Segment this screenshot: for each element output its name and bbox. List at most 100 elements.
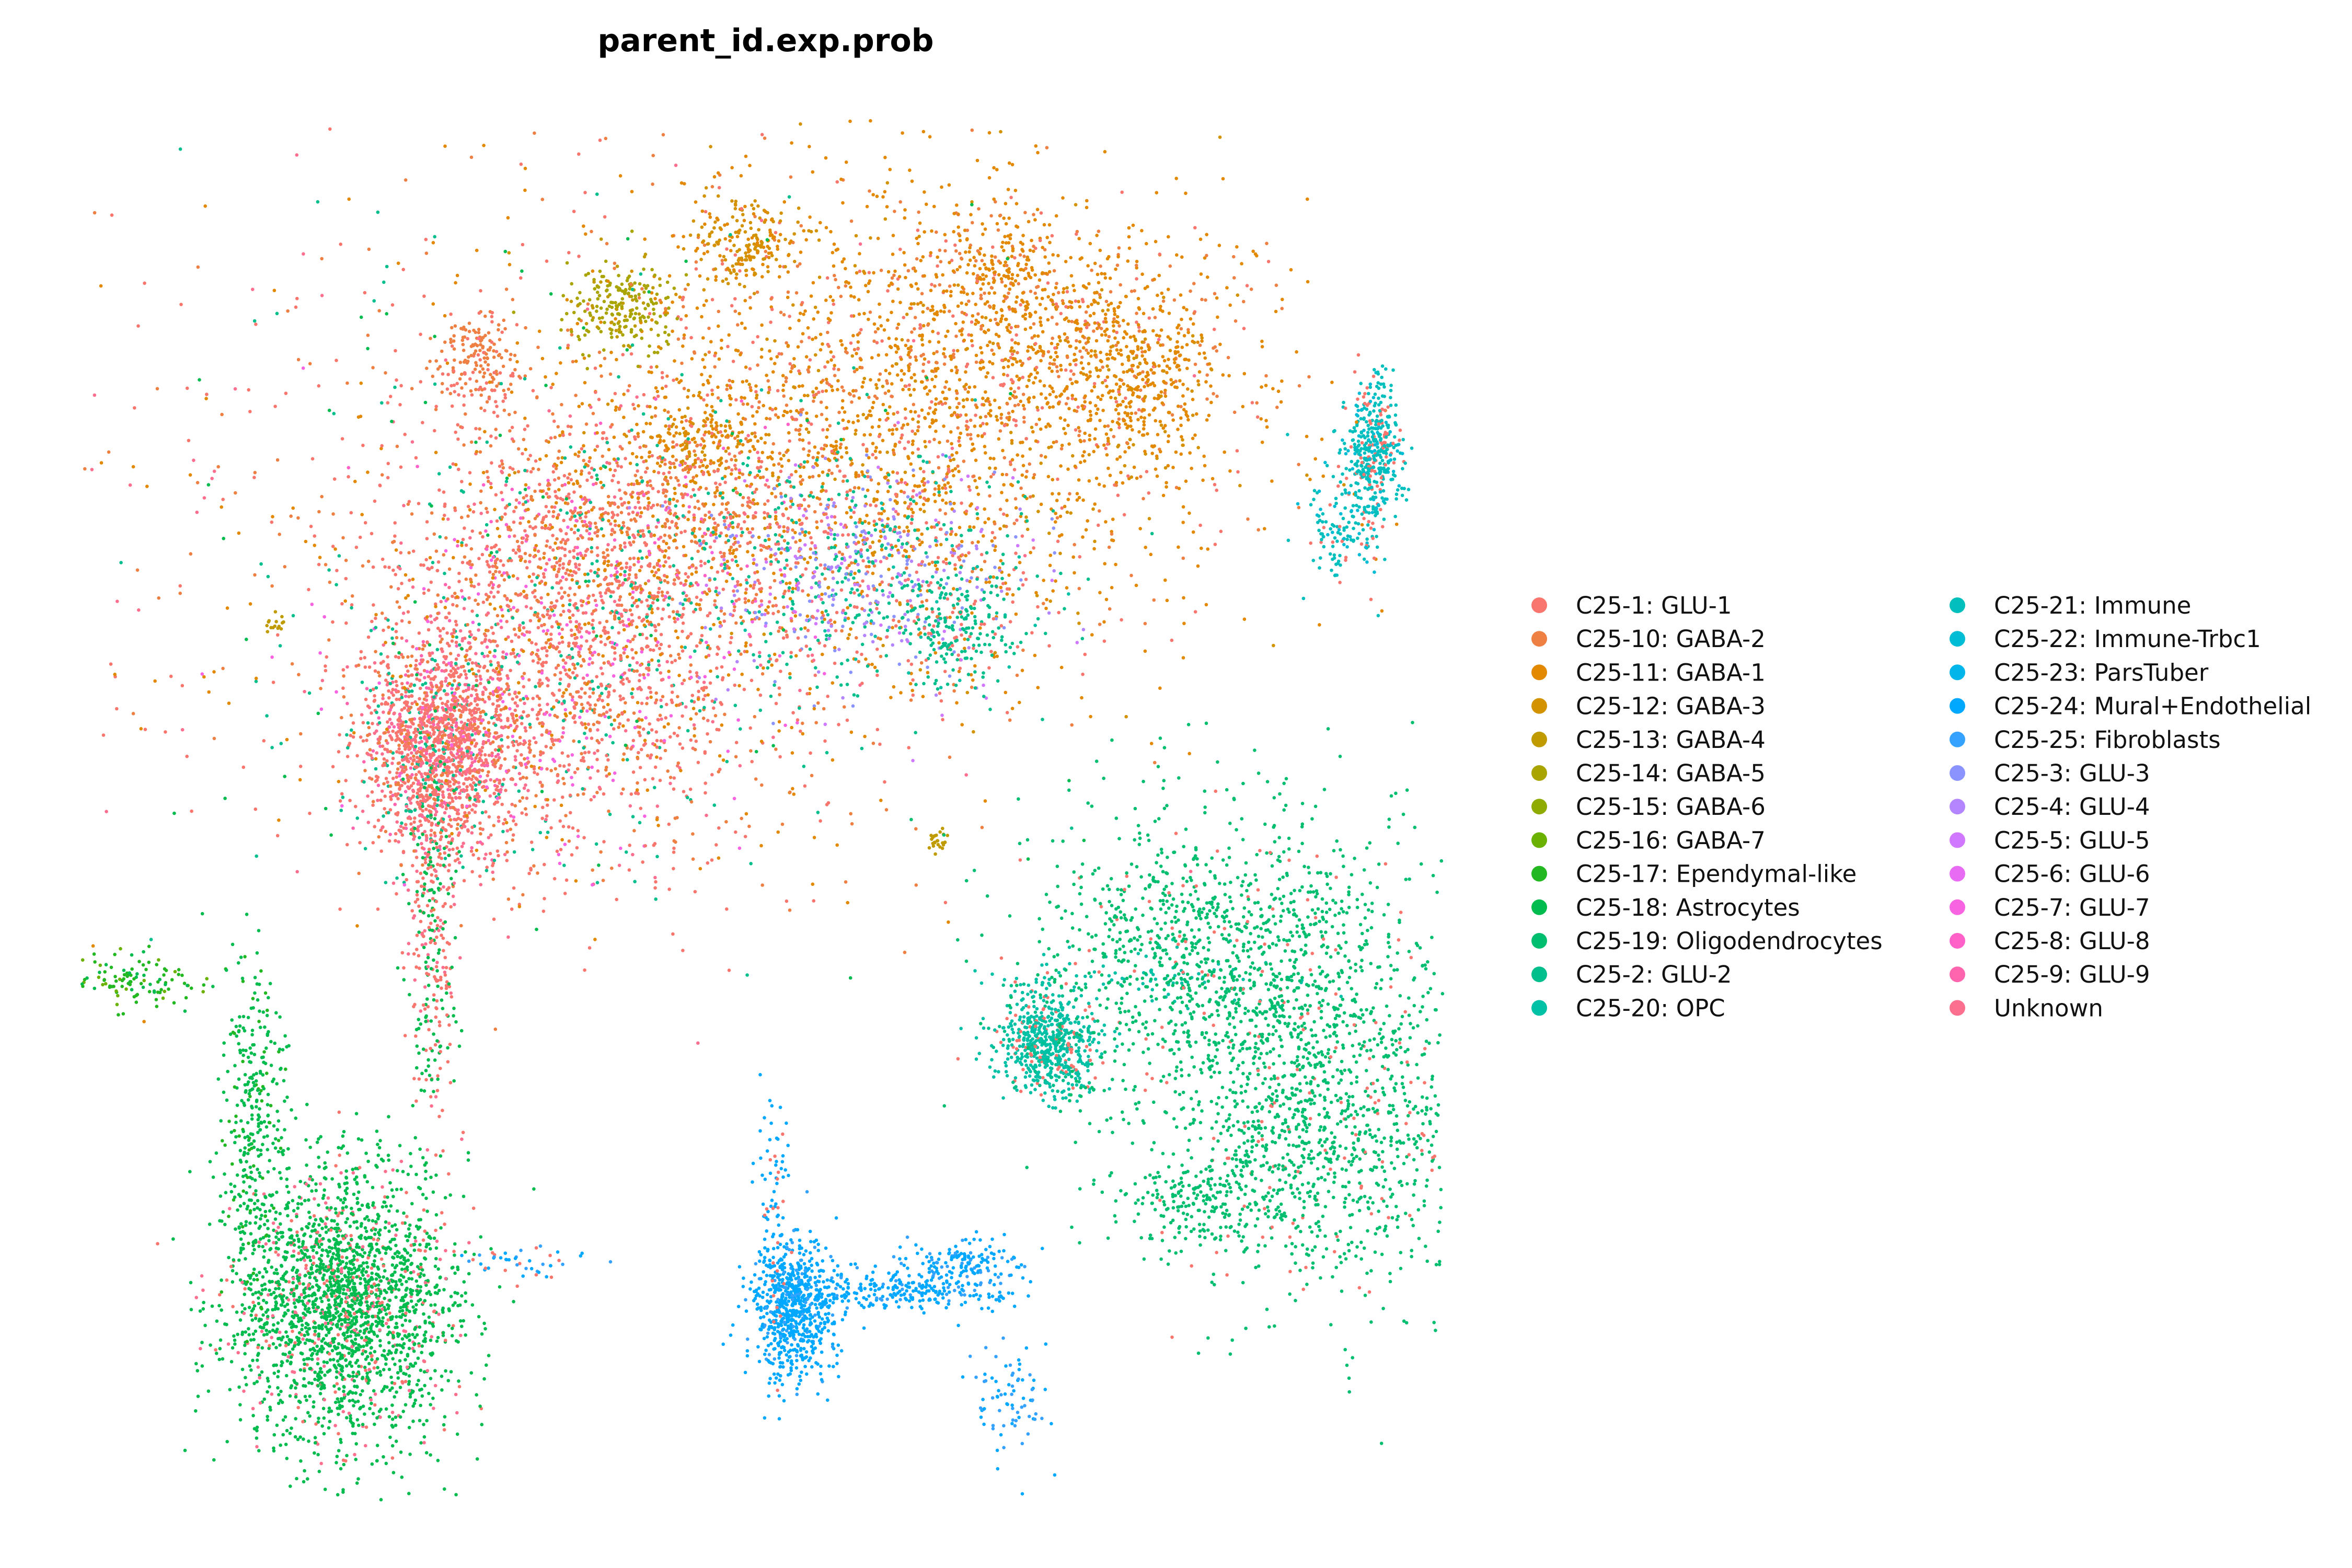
data-point bbox=[1120, 362, 1124, 366]
data-point bbox=[1019, 399, 1023, 403]
data-point bbox=[900, 378, 904, 382]
data-point bbox=[999, 585, 1003, 590]
data-point bbox=[962, 338, 966, 342]
data-point bbox=[987, 282, 990, 285]
data-point bbox=[1128, 437, 1132, 442]
data-point bbox=[964, 554, 967, 558]
data-point bbox=[1059, 368, 1063, 372]
data-point bbox=[886, 270, 891, 274]
data-point bbox=[699, 396, 703, 400]
data-point bbox=[1011, 409, 1014, 413]
data-point bbox=[995, 418, 999, 422]
data-point bbox=[1181, 443, 1184, 447]
data-point bbox=[603, 356, 607, 361]
data-point bbox=[788, 315, 791, 318]
data-point bbox=[505, 829, 510, 833]
data-point bbox=[764, 218, 767, 222]
data-point bbox=[621, 333, 625, 337]
data-point bbox=[446, 641, 449, 645]
data-point bbox=[489, 373, 492, 376]
points-layer bbox=[80, 119, 1445, 1502]
data-point bbox=[933, 312, 937, 316]
data-point bbox=[929, 251, 933, 255]
data-point bbox=[841, 418, 845, 422]
data-point bbox=[461, 342, 465, 347]
data-point bbox=[710, 298, 714, 302]
data-point bbox=[991, 267, 995, 271]
data-point bbox=[1207, 413, 1211, 418]
data-point bbox=[1143, 649, 1147, 653]
data-point bbox=[1093, 539, 1097, 544]
data-point bbox=[1051, 405, 1055, 409]
data-point bbox=[642, 284, 647, 287]
data-point bbox=[1204, 380, 1208, 384]
data-point bbox=[1113, 374, 1116, 378]
data-point bbox=[1032, 322, 1036, 326]
data-point bbox=[1279, 400, 1283, 404]
data-point bbox=[954, 335, 958, 338]
data-point bbox=[969, 433, 973, 436]
data-point bbox=[1082, 450, 1086, 454]
data-point bbox=[620, 297, 625, 301]
data-point bbox=[1205, 373, 1209, 377]
data-point bbox=[882, 509, 886, 513]
data-point bbox=[1151, 361, 1156, 365]
data-point bbox=[747, 243, 751, 247]
data-point bbox=[455, 752, 459, 756]
data-point bbox=[740, 224, 744, 228]
data-point bbox=[718, 226, 722, 230]
data-point bbox=[1093, 427, 1098, 431]
data-point bbox=[1190, 389, 1194, 393]
data-point bbox=[771, 236, 775, 240]
data-point bbox=[467, 596, 471, 600]
data-point bbox=[597, 316, 602, 320]
data-point bbox=[938, 508, 942, 512]
data-point bbox=[707, 326, 711, 330]
data-point bbox=[808, 145, 811, 148]
data-point bbox=[955, 397, 959, 400]
data-point bbox=[910, 429, 914, 433]
data-point bbox=[654, 386, 658, 390]
data-point bbox=[856, 419, 860, 423]
data-point bbox=[955, 371, 959, 375]
data-point bbox=[766, 611, 770, 615]
data-point bbox=[869, 378, 872, 382]
data-point bbox=[1100, 288, 1104, 292]
data-point bbox=[760, 323, 764, 327]
data-point bbox=[865, 447, 869, 451]
data-point bbox=[788, 597, 792, 601]
data-point bbox=[615, 358, 618, 362]
data-point bbox=[1012, 522, 1017, 525]
data-point bbox=[694, 260, 698, 264]
data-point bbox=[710, 230, 714, 234]
data-point bbox=[1168, 337, 1172, 341]
data-point bbox=[1122, 336, 1126, 340]
data-point bbox=[1078, 429, 1082, 433]
data-point bbox=[914, 502, 918, 505]
data-point bbox=[890, 395, 894, 398]
data-point bbox=[1077, 478, 1081, 482]
data-point bbox=[711, 427, 715, 431]
data-point bbox=[1212, 346, 1215, 350]
data-point bbox=[911, 511, 915, 514]
data-point bbox=[437, 748, 441, 752]
data-point bbox=[389, 795, 393, 799]
data-point bbox=[1011, 247, 1015, 251]
data-point bbox=[479, 364, 483, 368]
data-point bbox=[824, 389, 828, 393]
data-point bbox=[1115, 348, 1119, 352]
data-point bbox=[1295, 350, 1298, 354]
data-point bbox=[861, 412, 866, 417]
data-point bbox=[748, 295, 752, 299]
data-point bbox=[785, 507, 788, 511]
data-point bbox=[1142, 399, 1146, 403]
data-point bbox=[970, 611, 974, 615]
data-point bbox=[1088, 433, 1092, 437]
data-point bbox=[1159, 394, 1163, 398]
data-point bbox=[1013, 341, 1017, 345]
data-point bbox=[867, 456, 871, 459]
data-point bbox=[1033, 273, 1037, 277]
data-point bbox=[714, 275, 718, 279]
data-point bbox=[1083, 400, 1087, 404]
data-point bbox=[870, 356, 874, 360]
